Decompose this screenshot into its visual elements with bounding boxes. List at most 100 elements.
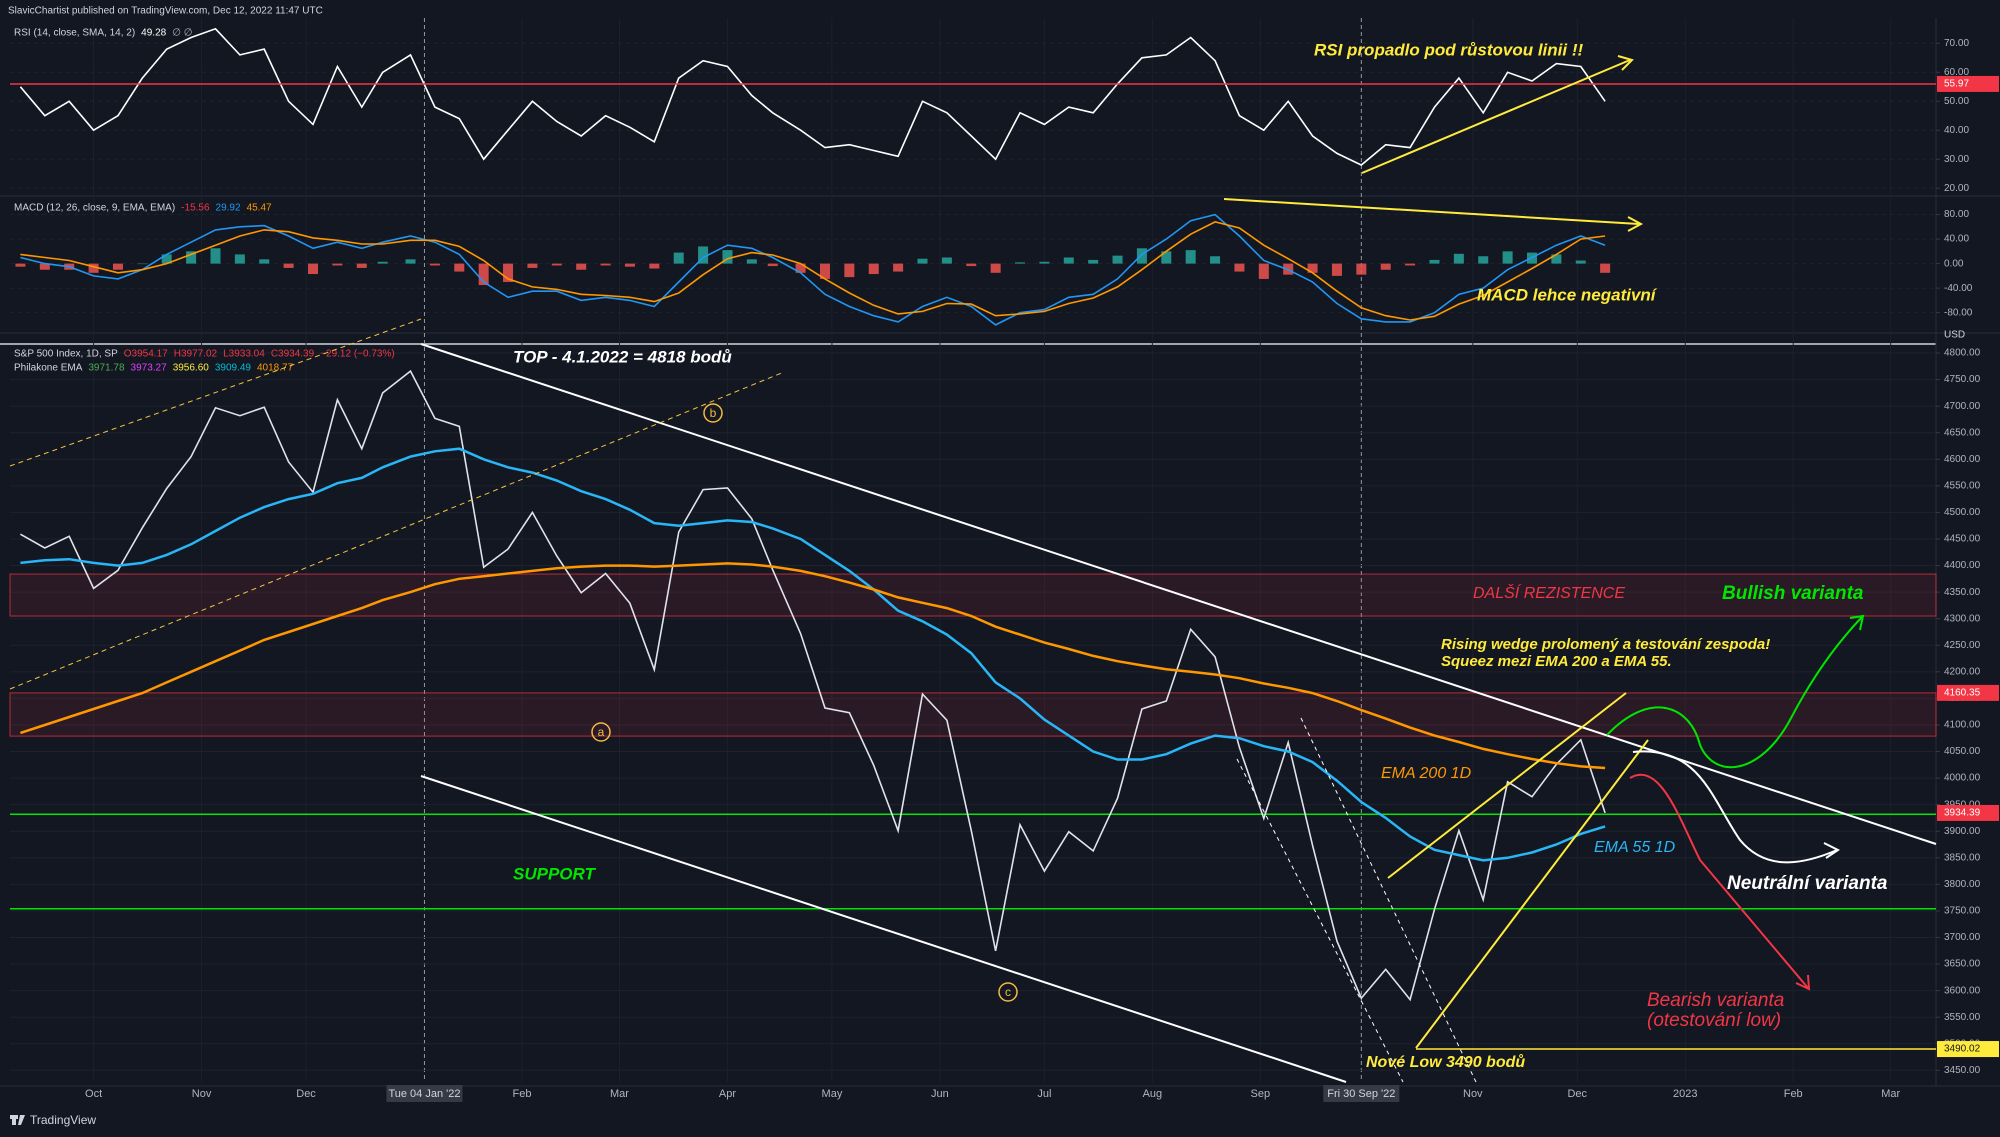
x-tick-label: Aug bbox=[1143, 1088, 1163, 1100]
histogram-bar bbox=[1136, 248, 1147, 264]
histogram-bar bbox=[600, 263, 611, 266]
x-tick-label: Tue 04 Jan '22 bbox=[388, 1088, 460, 1100]
histogram-bar bbox=[868, 263, 879, 275]
legend-value: 49.28 bbox=[141, 28, 166, 39]
annotation: (otestování low) bbox=[1647, 1010, 1781, 1031]
channel-line bbox=[9, 371, 785, 690]
annotation: Rising wedge prolomený a testování zespo… bbox=[1441, 636, 1770, 653]
legend-value: 3971.78 bbox=[88, 363, 125, 374]
trend-line bbox=[420, 343, 1937, 845]
histogram-bar bbox=[893, 263, 904, 272]
histogram-bar bbox=[356, 263, 367, 268]
histogram-bar bbox=[137, 263, 148, 265]
legend-value: H3977.02 bbox=[174, 349, 218, 360]
wedge-line bbox=[1387, 692, 1627, 879]
y-tick-label: 30.00 bbox=[1944, 154, 1969, 165]
histogram-bar bbox=[1039, 261, 1050, 264]
y-tick-label: 4300.00 bbox=[1944, 613, 1981, 624]
histogram-bar bbox=[1234, 263, 1245, 272]
y-tick-label: -80.00 bbox=[1944, 307, 1973, 318]
arrow-head bbox=[1627, 216, 1644, 232]
histogram-bar bbox=[1453, 253, 1464, 264]
histogram-bar bbox=[1063, 257, 1074, 264]
footer: TradingView bbox=[30, 1113, 96, 1127]
x-tick-label: Fri 30 Sep '22 bbox=[1327, 1088, 1395, 1100]
wave-marker bbox=[703, 403, 723, 423]
histogram-bar bbox=[1429, 259, 1440, 264]
histogram-bar bbox=[1258, 263, 1269, 279]
histogram-bar bbox=[478, 263, 489, 286]
y-tick-label: 4700.00 bbox=[1944, 401, 1981, 412]
histogram-bar bbox=[1478, 256, 1489, 264]
x-tick-label: Nov bbox=[1463, 1088, 1483, 1100]
trend-line bbox=[420, 775, 1347, 1083]
wave-marker bbox=[591, 722, 611, 742]
x-tick-label: Sep bbox=[1251, 1088, 1271, 1100]
x-tick-label: 2023 bbox=[1673, 1088, 1697, 1100]
histogram-bar bbox=[161, 254, 172, 264]
y-tick-label: 20.00 bbox=[1944, 183, 1969, 194]
histogram-bar bbox=[966, 263, 977, 267]
wave-marker bbox=[998, 982, 1018, 1002]
y-tick-label: 4200.00 bbox=[1944, 666, 1981, 677]
y-tick-label: 4650.00 bbox=[1944, 427, 1981, 438]
y-tick-label: 4400.00 bbox=[1944, 560, 1981, 571]
histogram-bar bbox=[1185, 250, 1196, 264]
histogram-bar bbox=[722, 250, 733, 264]
y-tick-label: 70.00 bbox=[1944, 38, 1969, 49]
y-tick-label: 80.00 bbox=[1944, 209, 1969, 220]
histogram-bar bbox=[649, 263, 660, 269]
y-tick-label: 3850.00 bbox=[1944, 852, 1981, 863]
histogram-bar bbox=[1405, 263, 1416, 266]
histogram-bar bbox=[844, 263, 855, 278]
y-tick-label: 4450.00 bbox=[1944, 534, 1981, 545]
y-tick-label: 3550.00 bbox=[1944, 1012, 1981, 1023]
legend-title: S&P 500 Index, 1D, SP bbox=[14, 349, 118, 360]
wave-label: b bbox=[710, 406, 717, 420]
wave-label: a bbox=[598, 725, 605, 739]
legend-value: 3956.60 bbox=[173, 363, 210, 374]
histogram-bar bbox=[767, 263, 778, 267]
annotation: RSI propadlo pod růstovou linii !! bbox=[1314, 40, 1583, 59]
neutral-path bbox=[1632, 750, 1838, 864]
y-tick-label: 3600.00 bbox=[1944, 985, 1981, 996]
histogram-bar bbox=[1551, 254, 1562, 264]
histogram-bar bbox=[1161, 251, 1172, 264]
histogram-bar bbox=[990, 263, 1001, 273]
x-tick-label: Dec bbox=[1567, 1088, 1587, 1100]
histogram-bar bbox=[454, 263, 465, 272]
series-line bbox=[19, 27, 1606, 166]
series-line bbox=[20, 447, 1606, 862]
histogram-bar bbox=[210, 248, 221, 264]
legend-value: C3934.39 bbox=[271, 349, 315, 360]
bearish-path bbox=[1629, 774, 1809, 989]
histogram-bar bbox=[1088, 259, 1099, 264]
series-line bbox=[20, 369, 1606, 1002]
resistance-zone bbox=[9, 573, 1937, 617]
histogram-bar bbox=[698, 246, 709, 264]
legend-value: 29.92 bbox=[216, 203, 241, 214]
price-tag-bg bbox=[1937, 684, 1999, 701]
y-tick-label: 4500.00 bbox=[1944, 507, 1981, 518]
histogram-bar bbox=[283, 263, 294, 268]
bullish-path bbox=[1606, 616, 1863, 769]
y-tick-label: 4050.00 bbox=[1944, 746, 1981, 757]
histogram-bar bbox=[1380, 263, 1391, 270]
x-tick-label: Feb bbox=[1784, 1088, 1803, 1100]
annotation: DALŠÍ REZISTENCE bbox=[1473, 583, 1625, 602]
price-tag: 3934.39 bbox=[1944, 808, 1981, 819]
histogram-bar bbox=[377, 261, 388, 264]
arrow-head bbox=[1795, 974, 1811, 991]
histogram-bar bbox=[112, 263, 123, 270]
annotation: Nové Low 3490 bodů bbox=[1366, 1054, 1525, 1071]
y-tick-label: 3650.00 bbox=[1944, 959, 1981, 970]
macd-trend-line bbox=[1223, 198, 1640, 225]
price-tag-bg bbox=[1937, 804, 1999, 821]
histogram-bar bbox=[746, 259, 757, 264]
histogram-bar bbox=[551, 263, 562, 266]
y-tick-label: 4000.00 bbox=[1944, 773, 1981, 784]
y-tick-label: 4550.00 bbox=[1944, 481, 1981, 492]
y-tick-label: 3700.00 bbox=[1944, 932, 1981, 943]
annotation: Squeez mezi EMA 200 a EMA 55. bbox=[1441, 653, 1672, 670]
histogram-bar bbox=[503, 263, 514, 283]
